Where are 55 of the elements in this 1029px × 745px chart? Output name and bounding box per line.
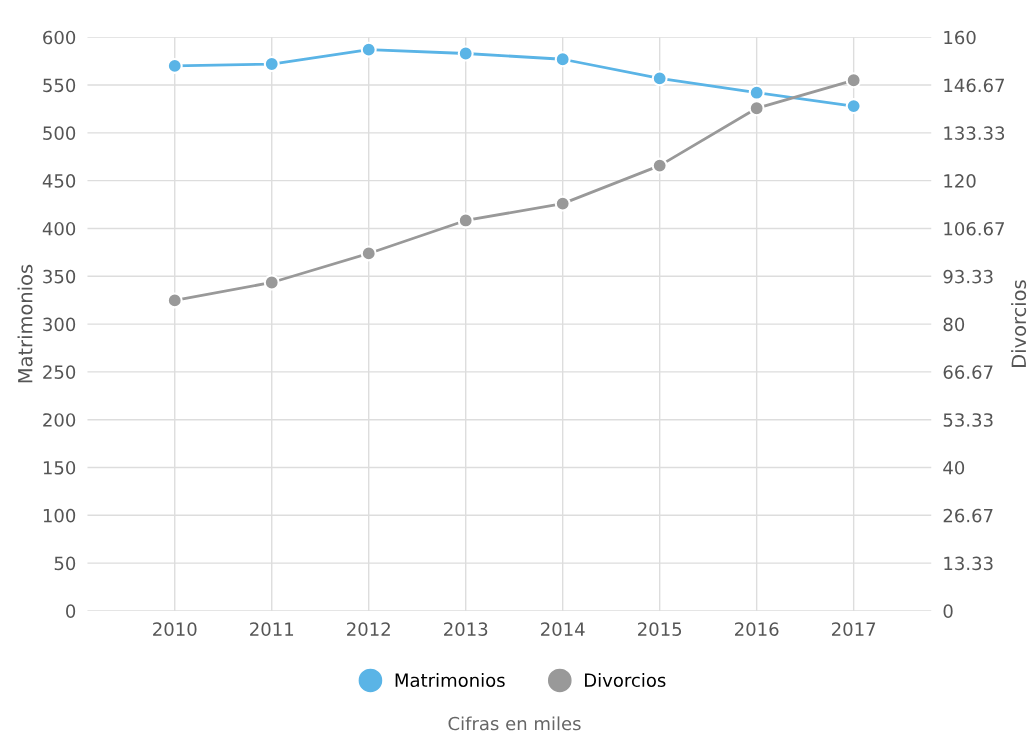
point <box>166 292 183 309</box>
y2-axis-title: Divorcios <box>1011 280 1027 367</box>
y2-tick-label: 0 <box>943 604 953 619</box>
point <box>651 157 668 174</box>
point <box>554 195 571 212</box>
point <box>748 100 765 117</box>
y-tick-label: 200 <box>43 413 76 427</box>
y-tick-label: 300 <box>43 317 76 332</box>
point <box>263 274 280 291</box>
y2-tick-label: 40 <box>943 460 965 475</box>
x-tick-label: 2017 <box>832 622 876 636</box>
y2-tick-label: 93.33 <box>943 269 993 284</box>
x-tick-label: 2012 <box>347 622 390 636</box>
x-tick-label: 2011 <box>250 622 294 636</box>
legend-label: Divorcios <box>585 673 666 688</box>
y-tick-label: 250 <box>43 365 76 379</box>
point <box>554 51 571 68</box>
x-tick-label: 2015 <box>638 622 682 636</box>
x-tick-label: 2013 <box>444 622 488 636</box>
y2-tick-label: 66.67 <box>943 365 993 379</box>
y2-tick-label: 146.67 <box>944 78 1004 93</box>
point <box>263 56 280 72</box>
y2-tick-label: 106.67 <box>944 221 1004 236</box>
y-tick-label: 600 <box>43 30 76 45</box>
point <box>166 57 183 74</box>
x-tick-label: 2010 <box>153 622 197 636</box>
y2-tick-label: 133.33 <box>944 126 1005 140</box>
point <box>360 41 377 58</box>
point <box>457 212 474 229</box>
y-tick-label: 0 <box>66 604 76 619</box>
y-tick-label: 400 <box>42 221 76 236</box>
y2-tick-label: 26.67 <box>943 508 993 523</box>
point <box>845 72 862 89</box>
y-tick-label: 500 <box>43 126 76 140</box>
x-tick-label: 2014 <box>541 622 585 636</box>
text: Cifras en miles <box>448 716 581 731</box>
y2-tick-label: 53.33 <box>943 413 993 427</box>
point <box>360 245 377 262</box>
y2-tick-label: 13.33 <box>944 556 993 571</box>
y-tick-label: 100 <box>43 508 76 523</box>
y-tick-label: 350 <box>43 269 76 284</box>
y-tick-label: 150 <box>43 460 76 475</box>
point <box>457 45 474 62</box>
y-tick-label: 50 <box>54 556 76 571</box>
point <box>845 98 862 115</box>
point <box>748 84 765 101</box>
y2-tick-label: 120 <box>944 174 976 188</box>
point <box>651 70 668 87</box>
y2-tick-label: 80 <box>943 317 965 332</box>
y-tick-label: 550 <box>43 78 76 93</box>
y-axis-title: Matrimonios <box>17 264 33 383</box>
y-tick-label: 450 <box>42 174 76 188</box>
x-tick-label: 2016 <box>735 622 779 636</box>
y2-tick-label: 160 <box>944 30 976 45</box>
legend-label: Matrimonios <box>395 673 505 688</box>
